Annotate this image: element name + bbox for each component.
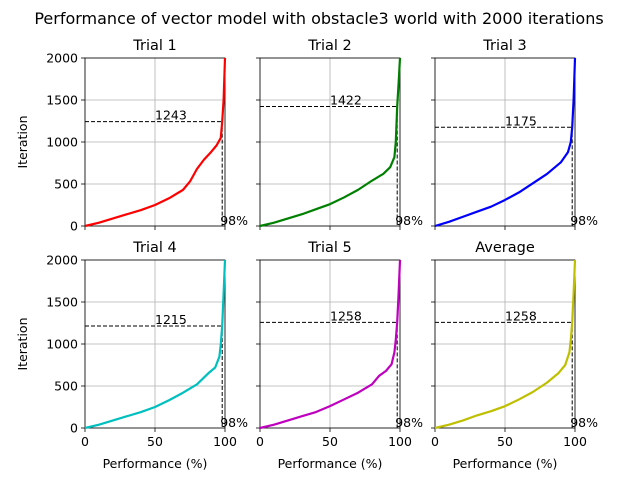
threshold-percent-label: 98% [570,213,598,228]
threshold-iteration-label: 1243 [155,108,187,123]
y-tick-label: 1500 [46,295,78,310]
panel-6: Average 0 50 100 1258 98% Performance (%) [431,240,598,471]
threshold-iteration-label: 1258 [505,308,537,323]
threshold-iteration-label: 1215 [155,312,187,327]
threshold-percent-label: 98% [220,213,248,228]
x-tick-label: 0 [431,434,439,449]
x-tick-label: 50 [147,434,163,449]
panel-2: Trial 2 1422 98% [256,38,423,230]
x-tick-label: 100 [213,434,237,449]
threshold-percent-label: 98% [395,415,423,430]
axes-frame [84,57,226,227]
panel-title: Trial 4 [132,240,176,256]
panel-3: Trial 3 1175 98% [431,38,598,230]
axes-frame [434,57,576,227]
x-tick-label: 100 [563,434,587,449]
series-line [434,57,577,228]
panel-4: Trial 40 50 1000500100015002000121598%Perf… [15,240,248,471]
panel-5: Trial 5 0 50 100 1258 98% Performance (%) [256,240,423,471]
y-tick-label: 1000 [46,135,78,150]
panel-title: Average [475,240,535,256]
axes-frame [259,57,401,227]
series-line [434,259,577,430]
y-tick-label: 2000 [46,51,78,66]
threshold-percent-label: 98% [395,213,423,228]
x-axis-label: Performance (%) [103,456,208,471]
y-tick-label: 2000 [46,253,78,268]
panel-title: Trial 3 [482,38,526,54]
panel-title: Trial 1 [132,38,176,54]
axes-frame [434,259,576,429]
x-tick-label: 50 [322,434,338,449]
threshold-iteration-label: 1258 [330,308,362,323]
axes-frame [84,259,226,429]
x-axis-label: Performance (%) [453,456,558,471]
series-line [259,259,402,430]
threshold-percent-label: 98% [220,415,248,430]
y-tick-label: 0 [70,421,78,436]
y-axis-label: Iteration [15,317,30,370]
y-tick-label: 1500 [46,93,78,108]
x-tick-label: 0 [81,434,89,449]
y-tick-label: 500 [54,177,78,192]
x-tick-label: 50 [497,434,513,449]
y-tick-label: 0 [70,219,78,234]
panel-title: Trial 5 [307,240,351,256]
panels: Trial 10500100015002000124398%IterationT… [15,38,598,471]
threshold-iteration-label: 1422 [330,93,362,108]
x-tick-label: 100 [388,434,412,449]
y-tick-label: 500 [54,379,78,394]
figure-suptitle: Performance of vector model with obstacl… [34,9,603,28]
axes-frame [259,259,401,429]
panel-1: Trial 1 0 500 1000 1500 2000 1243 98% Iteration [15,38,248,234]
x-axis-label: Performance (%) [278,456,383,471]
series-line [259,57,402,228]
y-tick-label: 1000 [46,337,78,352]
threshold-percent-label: 98% [570,415,598,430]
series-line [84,57,227,228]
y-axis-label: Iteration [15,115,30,168]
series-line [84,259,227,430]
x-tick-label: 0 [256,434,264,449]
threshold-iteration-label: 1175 [505,113,537,128]
panel-title: Trial 2 [307,38,351,54]
